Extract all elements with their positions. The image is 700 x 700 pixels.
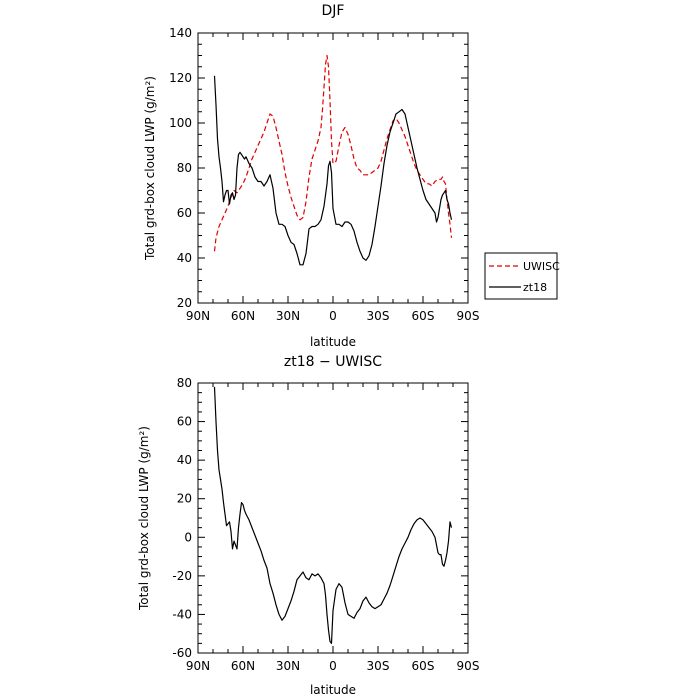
series-line-difference-0 xyxy=(213,386,453,645)
chart-bottom-difference: zt18 − UWISC -60 -40 -20 0 20 40 60 80 90N 60N 30… xyxy=(137,354,479,697)
x-tick-label: 90N xyxy=(186,659,210,673)
x-tick-label: 30S xyxy=(367,309,390,323)
y-tick-label: 40 xyxy=(177,251,192,265)
x-tick-label: 60S xyxy=(412,659,435,673)
chart-bottom-xlabel: latitude xyxy=(310,683,356,697)
y-tick-label: 20 xyxy=(177,296,192,310)
x-tick-label: 60N xyxy=(231,309,255,323)
x-tick-label: 0 xyxy=(329,659,337,673)
chart-bottom-series xyxy=(213,386,453,645)
chart-top-ylabel: Total grd-box cloud LWP (g/m²) xyxy=(143,76,157,261)
x-tick-label: 60S xyxy=(412,309,435,323)
y-tick-label: 60 xyxy=(177,415,192,429)
x-tick-label: 90S xyxy=(457,659,480,673)
y-tick-label: 80 xyxy=(177,161,192,175)
chart-top-legend: UWISC zt18 xyxy=(484,252,560,300)
chart-top-xlabel: latitude xyxy=(310,335,356,349)
y-tick-label: -20 xyxy=(172,569,192,583)
chart-bottom-y-ticks: -60 -40 -20 0 20 40 60 80 xyxy=(172,376,468,660)
chart-top-title: DJF xyxy=(322,3,345,19)
x-tick-label: 0 xyxy=(329,309,337,323)
x-tick-label: 30N xyxy=(276,659,300,673)
y-tick-label: 40 xyxy=(177,453,192,467)
x-tick-label: 90S xyxy=(457,309,480,323)
y-tick-label: 20 xyxy=(177,492,192,506)
y-tick-label: 120 xyxy=(169,71,192,85)
legend-label-uwisc: UWISC xyxy=(523,260,560,273)
series-line-zt18 xyxy=(213,75,453,266)
y-tick-label: 100 xyxy=(169,116,192,130)
series-line-uwisc xyxy=(213,54,453,252)
chart-bottom-title: zt18 − UWISC xyxy=(284,354,382,370)
y-tick-label: -40 xyxy=(172,607,192,621)
y-tick-label: 60 xyxy=(177,206,192,220)
x-tick-label: 30N xyxy=(276,309,300,323)
chart-top-y-ticks: 20 40 60 80 100 120 140 xyxy=(169,26,468,310)
legend-label-zt18: zt18 xyxy=(523,281,547,294)
chart-top-series xyxy=(213,54,453,266)
x-tick-label: 60N xyxy=(231,659,255,673)
y-tick-label: -60 xyxy=(172,646,192,660)
y-tick-label: 0 xyxy=(184,530,192,544)
legend-box xyxy=(484,252,558,300)
y-tick-label: 140 xyxy=(169,26,192,40)
chart-top-frame xyxy=(197,32,469,304)
x-tick-label: 90N xyxy=(186,309,210,323)
chart-top-x-ticks: 90N 60N 30N 0 30S 60S 90S xyxy=(186,33,480,323)
chart-bottom-ylabel: Total grd-box cloud LWP (g/m²) xyxy=(137,426,151,611)
y-tick-label: 80 xyxy=(177,376,192,390)
chart-bottom-x-ticks: 90N 60N 30N 0 30S 60S 90S xyxy=(186,383,480,673)
x-tick-label: 30S xyxy=(367,659,390,673)
